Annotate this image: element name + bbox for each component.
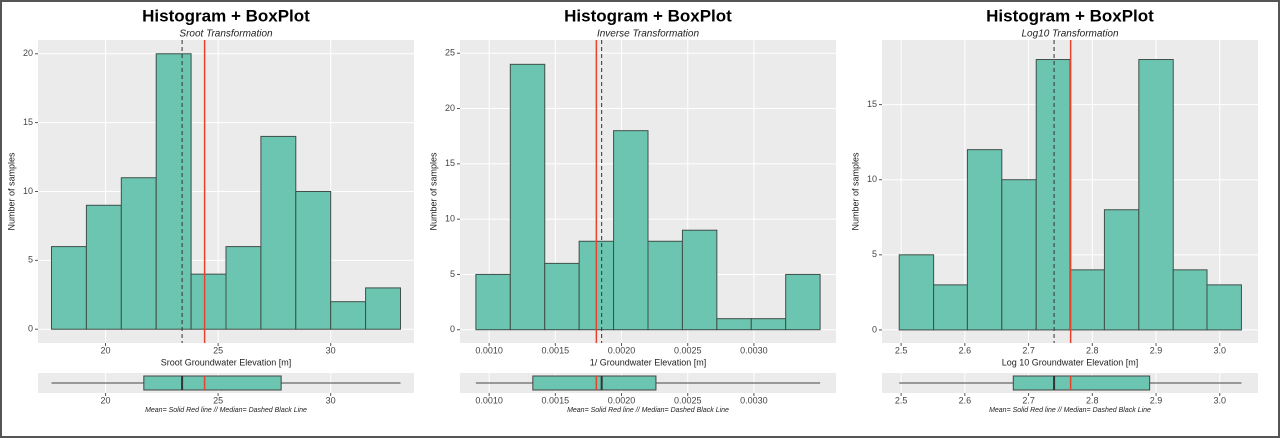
histogram-bar — [647, 240, 683, 331]
histogram-bar — [295, 191, 332, 330]
box-tick-label: 2.5 — [895, 395, 908, 405]
y-tick-label: 10 — [867, 174, 877, 184]
box-tick-label: 0.0030 — [740, 395, 768, 405]
chart-title: Histogram + BoxPlot — [986, 6, 1154, 25]
histogram-bar — [898, 254, 935, 331]
y-tick-label: 15 — [445, 158, 455, 168]
histogram-bar — [1138, 59, 1174, 331]
histogram-bar — [155, 53, 192, 330]
x-tick-label: 20 — [101, 345, 111, 355]
chart-subtitle: Sroot Transformation — [179, 29, 273, 40]
histogram-bar — [85, 204, 122, 330]
histogram-bar — [365, 287, 401, 330]
y-tick-label: 5 — [450, 269, 455, 279]
histogram-bar — [613, 130, 649, 331]
box-tick-label: 30 — [326, 395, 336, 405]
caption: Mean= Solid Red line // Median= Dashed B… — [567, 407, 729, 414]
x-tick-label: 30 — [326, 345, 336, 355]
x-axis-label: Sroot Groundwater Elevation [m] — [161, 357, 292, 367]
y-tick-label: 20 — [445, 103, 455, 113]
x-tick-label: 3.0 — [1214, 345, 1227, 355]
y-axis-label: Number of samples — [6, 152, 16, 231]
box-tick-label: 2.7 — [1022, 395, 1035, 405]
histogram-bar — [1103, 209, 1140, 331]
y-tick-label: 15 — [23, 117, 33, 127]
y-tick-label: 0 — [28, 324, 33, 334]
histogram-bar — [1172, 269, 1208, 331]
x-axis-label: 1/ Groundwater Elevation [m] — [590, 357, 707, 367]
y-axis-label: Number of samples — [850, 152, 860, 231]
caption: Mean= Solid Red line // Median= Dashed B… — [989, 407, 1151, 414]
histogram-bar — [785, 273, 821, 331]
y-tick-label: 15 — [867, 99, 877, 109]
histogram-bar — [933, 284, 968, 331]
chart-subtitle: Inverse Transformation — [597, 29, 700, 40]
x-tick-label: 2.9 — [1150, 345, 1163, 355]
box-tick-label: 25 — [213, 395, 223, 405]
histogram-bar — [475, 273, 511, 331]
box-tick-label: 20 — [101, 395, 111, 405]
histogram-bar — [1035, 59, 1071, 331]
x-tick-label: 2.6 — [959, 345, 972, 355]
chart-title: Histogram + BoxPlot — [564, 6, 732, 25]
box-tick-label: 0.0025 — [674, 395, 702, 405]
box — [532, 375, 657, 391]
histogram-bar — [1001, 179, 1037, 331]
histogram-bar — [190, 273, 227, 330]
chart-subtitle: Log10 Transformation — [1021, 29, 1119, 40]
y-tick-label: 0 — [872, 324, 877, 334]
histogram-bar — [225, 246, 262, 330]
box-tick-label: 0.0015 — [542, 395, 570, 405]
x-tick-label: 0.0030 — [740, 345, 768, 355]
x-axis-label: Log 10 Groundwater Elevation [m] — [1002, 357, 1139, 367]
histogram-bar — [544, 262, 580, 331]
histogram-bar — [681, 229, 718, 331]
x-tick-label: 2.8 — [1086, 345, 1099, 355]
histogram-bar — [966, 149, 1003, 331]
x-tick-label: 25 — [213, 345, 223, 355]
box — [143, 375, 282, 391]
box-tick-label: 0.0010 — [475, 395, 503, 405]
y-tick-label: 20 — [23, 48, 33, 58]
box-tick-label: 0.0020 — [608, 395, 636, 405]
histogram-bar — [330, 301, 367, 330]
caption: Mean= Solid Red line // Median= Dashed B… — [145, 407, 307, 414]
x-tick-label: 0.0020 — [608, 345, 636, 355]
histogram-bar — [120, 177, 157, 330]
x-tick-label: 0.0010 — [475, 345, 503, 355]
x-tick-label: 0.0015 — [542, 345, 570, 355]
x-tick-label: 2.5 — [895, 345, 908, 355]
box-tick-label: 3.0 — [1214, 395, 1227, 405]
y-tick-label: 10 — [445, 214, 455, 224]
y-tick-label: 5 — [28, 255, 33, 265]
x-tick-label: 2.7 — [1022, 345, 1035, 355]
histogram-bar — [509, 63, 546, 331]
box — [1012, 375, 1151, 391]
histogram-bar — [260, 135, 297, 330]
y-tick-label: 5 — [872, 249, 877, 259]
y-tick-label: 10 — [23, 186, 33, 196]
histogram-bar — [750, 318, 787, 331]
box-tick-label: 2.6 — [959, 395, 972, 405]
y-tick-label: 25 — [445, 48, 455, 58]
y-axis-label: Number of samples — [428, 152, 438, 231]
histogram-bar — [716, 318, 752, 331]
histogram-bar — [51, 246, 87, 330]
y-tick-label: 0 — [450, 324, 455, 334]
box-tick-label: 2.8 — [1086, 395, 1099, 405]
histogram-bar — [1069, 269, 1105, 331]
box-tick-label: 2.9 — [1150, 395, 1163, 405]
x-tick-label: 0.0025 — [674, 345, 702, 355]
chart-title: Histogram + BoxPlot — [142, 6, 310, 25]
histogram-bar — [1206, 284, 1242, 331]
